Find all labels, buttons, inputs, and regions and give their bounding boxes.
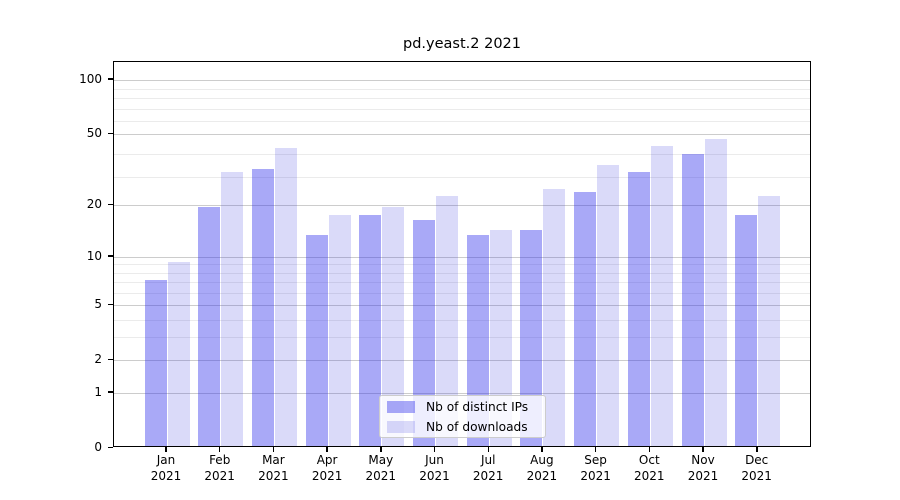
x-tick-mark xyxy=(541,447,543,452)
bar-distinct-ips xyxy=(520,229,543,446)
y-tick-mark xyxy=(108,78,113,80)
bar-distinct-ips xyxy=(413,219,435,446)
bar-distinct-ips xyxy=(144,280,167,446)
gridline-major xyxy=(114,256,810,258)
y-tick-mark xyxy=(108,132,113,135)
bar-distinct-ips xyxy=(305,235,328,446)
gridline-minor xyxy=(114,108,810,110)
gridline-major xyxy=(114,392,810,394)
legend-item: Nb of downloads xyxy=(387,417,545,437)
x-tick-mark xyxy=(756,447,758,452)
y-tick-mark xyxy=(108,303,113,305)
gridline-minor xyxy=(114,319,810,321)
x-tick-mark xyxy=(702,447,704,452)
y-tick-mark xyxy=(108,446,113,448)
bar-distinct-ips xyxy=(359,215,382,446)
bar-downloads xyxy=(489,229,512,446)
x-tick-mark xyxy=(433,447,436,452)
bar-downloads xyxy=(704,138,727,446)
x-tick-mark xyxy=(487,447,489,452)
y-tick-mark xyxy=(108,255,113,257)
x-tick-label: Jul 2021 xyxy=(472,453,504,483)
x-tick-mark xyxy=(272,447,275,452)
x-tick-label: Feb 2021 xyxy=(204,453,235,483)
bar-distinct-ips xyxy=(466,235,489,446)
gridline-major xyxy=(114,305,810,306)
legend-swatch xyxy=(387,420,415,433)
legend-label: Nb of distinct IPs xyxy=(426,399,529,414)
bar-downloads xyxy=(382,206,405,446)
gridline-minor xyxy=(114,272,810,274)
x-tick-label: Jun 2021 xyxy=(419,453,450,483)
gridline-major xyxy=(114,79,810,81)
gridline-minor xyxy=(114,98,810,100)
gridline-major xyxy=(114,360,810,362)
y-tick-mark xyxy=(108,203,113,205)
x-tick-label: Dec 2021 xyxy=(741,453,772,483)
bar-distinct-ips xyxy=(251,169,274,446)
x-tick-mark xyxy=(326,447,328,452)
legend-item: Nb of distinct IPs xyxy=(387,397,545,417)
y-tick-label: 5 xyxy=(94,297,102,311)
x-tick-label: May 2021 xyxy=(365,453,397,483)
gridline-minor xyxy=(114,121,810,123)
bar-distinct-ips xyxy=(627,171,650,446)
bar-downloads xyxy=(274,147,297,446)
x-tick-label: Jan 2021 xyxy=(150,453,182,483)
x-tick-label: Sep 2021 xyxy=(580,453,611,483)
x-tick-label: Aug 2021 xyxy=(526,453,558,483)
y-tick-label: 20 xyxy=(86,197,102,211)
y-tick-label: 10 xyxy=(86,248,102,263)
gridline-major xyxy=(114,205,810,206)
plot-area: Nb of distinct IPs Nb of downloads xyxy=(113,61,811,447)
bar-downloads xyxy=(543,189,566,446)
bar-downloads xyxy=(597,164,620,446)
x-tick-label: Apr 2021 xyxy=(311,453,343,483)
bar-downloads xyxy=(328,215,351,446)
y-tick-mark xyxy=(108,358,113,361)
x-tick-mark xyxy=(218,447,221,452)
x-tick-label: Mar 2021 xyxy=(258,453,289,483)
gridline-minor xyxy=(114,153,810,155)
x-tick-label: Nov 2021 xyxy=(687,453,719,483)
x-tick-mark xyxy=(380,447,382,452)
y-tick-label: 100 xyxy=(79,71,102,86)
chart-title: pd.yeast.2 2021 xyxy=(403,36,521,52)
y-tick-mark xyxy=(108,391,113,393)
bar-downloads xyxy=(758,195,781,446)
legend: Nb of distinct IPs Nb of downloads xyxy=(379,395,546,438)
y-tick-label: 50 xyxy=(86,126,102,141)
bar-downloads xyxy=(650,145,673,446)
bar-distinct-ips xyxy=(735,215,758,446)
legend-label: Nb of downloads xyxy=(426,419,528,434)
legend-swatch xyxy=(387,400,415,413)
y-tick-label: 0 xyxy=(94,440,102,454)
gridline-minor xyxy=(114,282,810,283)
gridline-minor xyxy=(114,176,810,178)
gridline-minor xyxy=(114,88,810,90)
gridline-minor xyxy=(114,337,810,339)
gridline-minor xyxy=(114,292,810,294)
bar-distinct-ips xyxy=(198,206,221,446)
bar-distinct-ips xyxy=(574,192,597,446)
bar-distinct-ips xyxy=(681,153,704,446)
bar-downloads xyxy=(167,262,190,446)
x-tick-label: Oct 2021 xyxy=(634,453,665,483)
y-tick-label: 2 xyxy=(94,352,102,367)
bar-downloads xyxy=(436,195,458,446)
bar-downloads xyxy=(221,171,244,446)
gridline-major xyxy=(114,134,810,136)
gridline-minor xyxy=(114,264,810,266)
x-tick-mark xyxy=(165,447,167,452)
x-tick-mark xyxy=(594,447,597,452)
y-tick-label: 1 xyxy=(94,384,102,399)
x-tick-mark xyxy=(648,447,650,452)
